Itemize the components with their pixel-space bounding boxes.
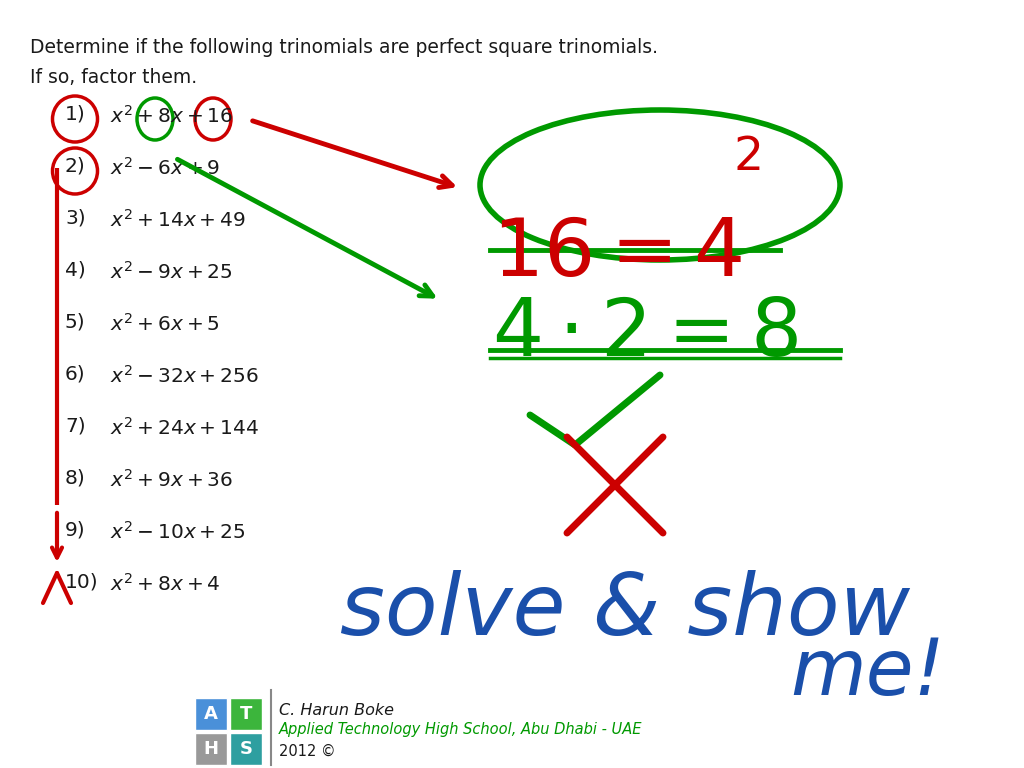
Text: me!: me! (790, 635, 945, 711)
Text: $x^2 + 14x + 49$: $x^2 + 14x + 49$ (110, 209, 246, 231)
Text: Determine if the following trinomials are perfect square trinomials.: Determine if the following trinomials ar… (30, 38, 658, 57)
Text: C. Harun Boke: C. Harun Boke (279, 703, 394, 718)
Text: Applied Technology High School, Abu Dhabi - UAE: Applied Technology High School, Abu Dhab… (279, 722, 642, 737)
Text: 8): 8) (65, 469, 86, 488)
Bar (195, 698, 227, 730)
Text: 10): 10) (65, 573, 98, 592)
Text: $4 \cdot 2 = 8$: $4 \cdot 2 = 8$ (492, 295, 798, 373)
Text: solve & show: solve & show (340, 570, 910, 653)
Bar (230, 733, 262, 765)
Text: $x^2 - 9x + 25$: $x^2 - 9x + 25$ (110, 261, 232, 283)
Text: 6): 6) (65, 365, 86, 384)
Bar (195, 733, 227, 765)
Text: A: A (204, 705, 218, 723)
Text: $x^2 + 8x + 16$: $x^2 + 8x + 16$ (110, 105, 233, 127)
Text: 5): 5) (65, 313, 86, 332)
Text: 1): 1) (65, 105, 86, 124)
Text: S: S (240, 740, 253, 758)
Text: 9): 9) (65, 521, 86, 540)
Text: H: H (204, 740, 218, 758)
Text: 2012 ©: 2012 © (279, 744, 336, 759)
Text: $x^2 - 32x + 256$: $x^2 - 32x + 256$ (110, 365, 259, 387)
Text: $x^2 + 8x + 4$: $x^2 + 8x + 4$ (110, 573, 220, 595)
Text: $2$: $2$ (733, 135, 761, 180)
Text: $x^2 + 6x + 5$: $x^2 + 6x + 5$ (110, 313, 220, 335)
Text: $x^2 - 10x + 25$: $x^2 - 10x + 25$ (110, 521, 246, 543)
Text: $x^2 + 24x + 144$: $x^2 + 24x + 144$ (110, 417, 259, 439)
Text: T: T (240, 705, 252, 723)
Text: 4): 4) (65, 261, 86, 280)
Text: 7): 7) (65, 417, 86, 436)
Text: $x^2 + 9x + 36$: $x^2 + 9x + 36$ (110, 469, 233, 491)
Text: 2): 2) (65, 157, 86, 176)
Text: 3): 3) (65, 209, 86, 228)
Text: $16 = 4$: $16 = 4$ (492, 215, 741, 293)
Text: If so, factor them.: If so, factor them. (30, 68, 198, 87)
Text: $x^2 - 6x + 9$: $x^2 - 6x + 9$ (110, 157, 220, 179)
Bar (230, 698, 262, 730)
